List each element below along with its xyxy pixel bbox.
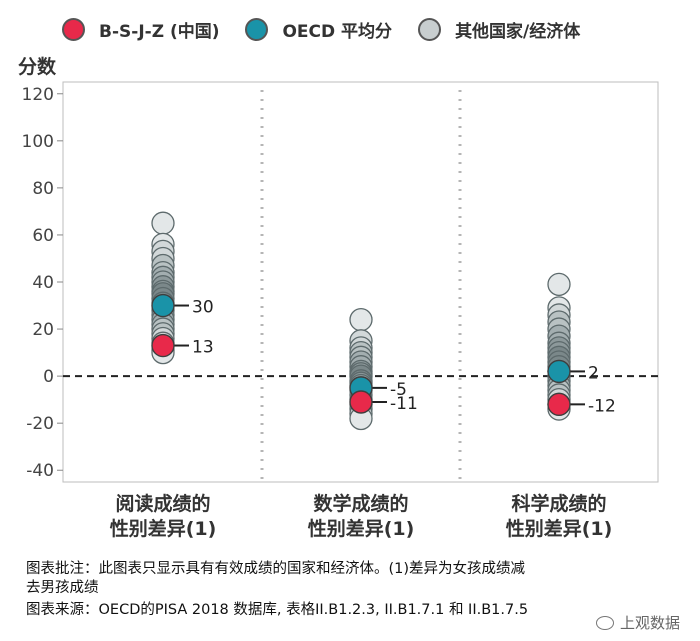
category-label-reading: 阅读成绩的 性别差异(1) [63, 492, 263, 542]
point-other-science [547, 272, 571, 297]
footnote-line-2: 去男孩成绩 [26, 580, 99, 596]
legend-swatch-bsjz [62, 17, 85, 41]
y-tick-label: 80 [32, 179, 54, 199]
category-label-math-line2: 性别差异(1) [307, 518, 415, 540]
category-label-science-line1: 科学成绩的 [511, 493, 607, 515]
data-label-oecd-reading: 30 [192, 298, 214, 318]
data-label-bsjz-math: -11 [390, 394, 418, 414]
category-label-reading-line1: 阅读成绩的 [115, 493, 211, 515]
point-bsjz-science [547, 392, 571, 417]
watermark-text: 上观数据 [619, 614, 680, 632]
y-axis-title: 分数 [18, 56, 57, 78]
y-tick-label: 120 [22, 85, 54, 105]
category-label-science: 科学成绩的 性别差异(1) [459, 492, 659, 542]
watermark: 上观数据 [595, 612, 680, 633]
point-other-reading [151, 211, 175, 235]
point-oecd-reading [151, 293, 175, 318]
legend-label-bsjz: B-S-J-Z (中国) [99, 21, 220, 42]
point-bsjz-math [349, 390, 373, 414]
category-label-reading-line2: 性别差异(1) [109, 518, 217, 540]
legend-item-oecd: OECD 平均分 [245, 17, 392, 42]
y-tick-label: 60 [32, 226, 54, 246]
wechat-icon [595, 615, 614, 630]
legend-label-others: 其他国家/经济体 [455, 21, 581, 42]
legend-item-others: 其他国家/经济体 [418, 17, 580, 42]
data-label-bsjz-reading: 13 [192, 338, 214, 358]
category-label-science-line2: 性别差异(1) [505, 518, 613, 540]
data-label-bsjz-science: -12 [588, 396, 616, 416]
legend-swatch-others [418, 17, 442, 41]
legend-label-oecd: OECD 平均分 [282, 21, 393, 42]
footnote-source: 图表来源：OECD的PISA 2018 数据库, 表格II.B1.2.3, II… [26, 602, 529, 618]
y-tick-label: 100 [22, 132, 54, 152]
legend-swatch-oecd [245, 17, 269, 41]
y-tick-label: 0 [43, 367, 54, 387]
data-label-oecd-math: -5 [390, 380, 407, 400]
data-label-oecd-science: 2 [588, 363, 599, 383]
point-oecd-science [547, 359, 571, 384]
point-bsjz-reading [151, 333, 175, 358]
chart-legend: B-S-J-Z (中国) OECD 平均分 其他国家/经济体 [62, 14, 606, 44]
legend-item-bsjz: B-S-J-Z (中国) [62, 17, 219, 42]
y-tick-label: -40 [26, 461, 54, 481]
point-other-math [349, 307, 373, 332]
y-tick-label: -20 [26, 414, 54, 434]
category-label-math-line1: 数学成绩的 [313, 493, 409, 515]
footnote-line-1: 图表批注：此图表只显示具有有效成绩的国家和经济体。(1)差异为女孩成绩减 [26, 561, 526, 577]
y-tick-label: 40 [32, 273, 54, 293]
category-label-math: 数学成绩的 性别差异(1) [261, 492, 461, 542]
y-tick-label: 20 [32, 320, 54, 340]
